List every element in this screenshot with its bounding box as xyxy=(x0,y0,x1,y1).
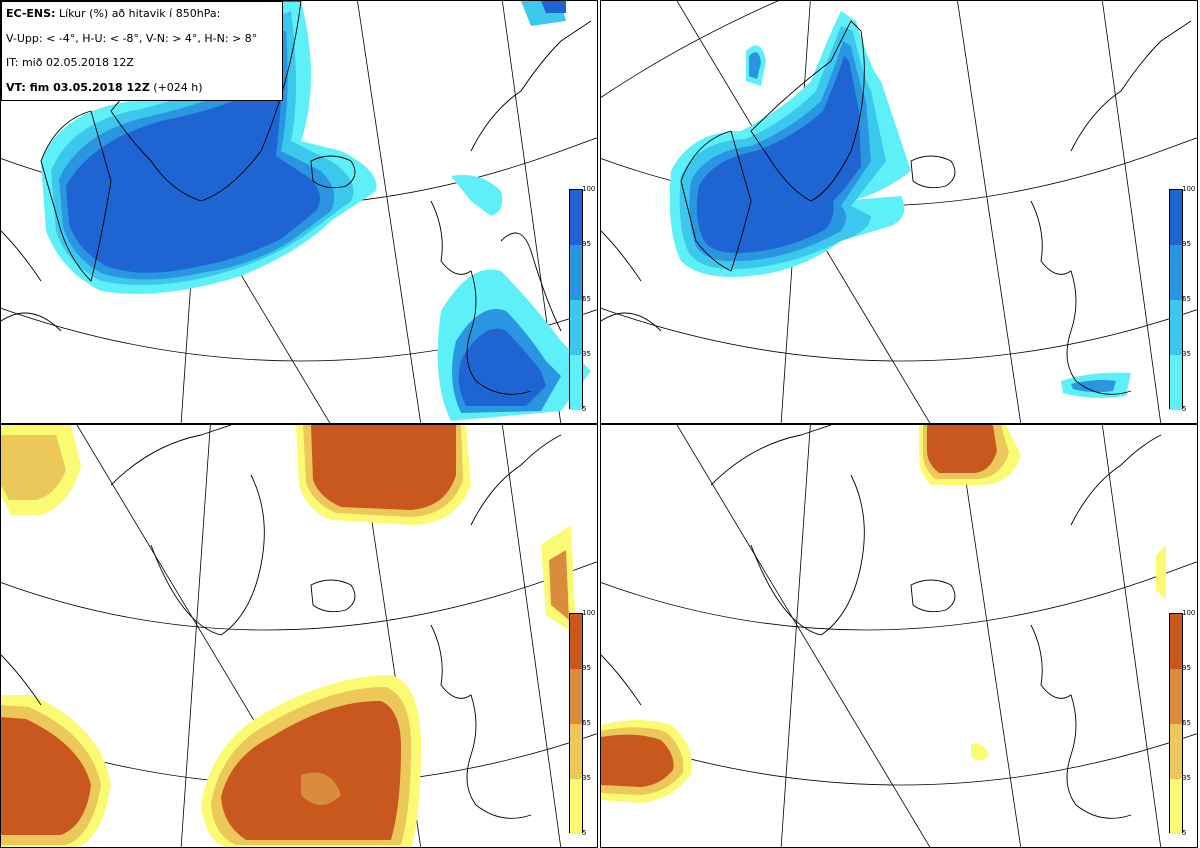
coastlines xyxy=(1,425,562,819)
colorbar-tick-label: 35 xyxy=(1182,350,1191,358)
map-panel-bottom-right: 100 95 65 35 5 xyxy=(600,424,1198,848)
colorbar-blue xyxy=(569,189,583,410)
colorbar-tick-label: 5 xyxy=(1182,829,1187,837)
map-panel-bottom-left: 100 95 65 35 5 xyxy=(0,424,598,848)
colorbar-tick-label: 95 xyxy=(582,664,591,672)
map-legend: EC-ENS: Líkur (%) að hitavik í 850hPa: V… xyxy=(1,1,283,101)
colorbar-tick-label: 65 xyxy=(582,719,591,727)
map-canvas xyxy=(1,425,597,847)
graticule xyxy=(601,425,1197,847)
colorbar-orange xyxy=(569,613,583,834)
legend-initial-time: IT: mið 02.05.2018 12Z xyxy=(6,56,134,69)
map-canvas xyxy=(601,1,1197,423)
colorbar-tick-label: 35 xyxy=(582,774,591,782)
colorbar-tick-label: 95 xyxy=(1182,240,1191,248)
colorbar-tick-label: 35 xyxy=(1182,774,1191,782)
probability-fields xyxy=(1,425,576,847)
colorbar-tick-label: 100 xyxy=(582,185,596,193)
coastlines xyxy=(601,20,1192,395)
colorbar-tick-label: 65 xyxy=(582,295,591,303)
colorbar-tick-label: 95 xyxy=(1182,664,1191,672)
legend-lead-time: (+024 h) xyxy=(149,80,203,94)
colorbar-tick-label: 100 xyxy=(1182,609,1196,617)
colorbar-tick-label: 5 xyxy=(582,405,587,413)
probability-fields xyxy=(41,1,591,421)
colorbar-tick-label: 100 xyxy=(1182,185,1196,193)
map-panel-top-left: 100 95 65 35 5 EC-ENS: Líkur (%) að hita… xyxy=(0,0,598,424)
colorbar-tick-label: 100 xyxy=(582,609,596,617)
colorbar-tick-label: 95 xyxy=(582,240,591,248)
colorbar-tick-label: 65 xyxy=(1182,295,1191,303)
legend-model: EC-ENS: xyxy=(6,7,56,20)
colorbar-tick-label: 5 xyxy=(1182,405,1187,413)
colorbar-orange xyxy=(1169,613,1183,834)
colorbar-blue xyxy=(1169,189,1183,410)
colorbar-tick-label: 5 xyxy=(582,829,587,837)
legend-valid-time: VT: fim 03.05.2018 12Z xyxy=(6,80,150,94)
probability-fields xyxy=(601,425,1166,803)
legend-thresholds: V-Upp: < -4°, H-U: < -8°, V-N: > 4°, H-N… xyxy=(6,31,258,45)
legend-variable: Líkur (%) að hitavik í 850hPa: xyxy=(55,7,221,20)
probability-fields xyxy=(669,11,1131,398)
map-panel-top-right: 100 95 65 35 5 xyxy=(600,0,1198,424)
coastlines xyxy=(601,425,1162,819)
colorbar-tick-label: 35 xyxy=(582,350,591,358)
map-canvas xyxy=(601,425,1197,847)
colorbar-tick-label: 65 xyxy=(1182,719,1191,727)
map-canvas xyxy=(1,1,597,423)
